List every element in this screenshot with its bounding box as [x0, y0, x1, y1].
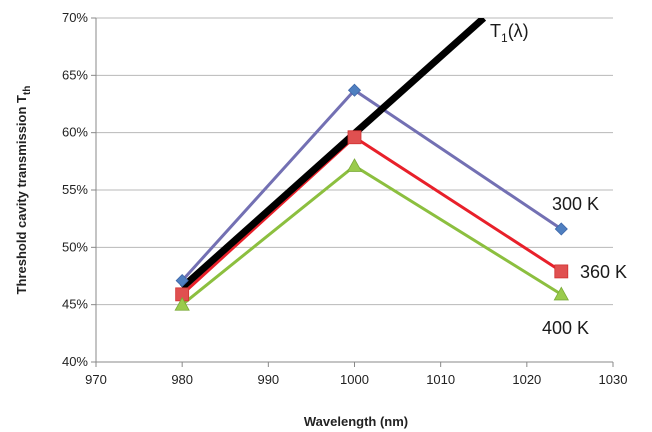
reference-line-t1	[179, 18, 487, 291]
series-label-360k: 360 K	[580, 262, 627, 282]
marker-series1-point2	[554, 264, 569, 279]
y-tick-label-60: 60%	[62, 125, 88, 140]
x-axis-title: Wavelength (nm)	[304, 414, 408, 429]
x-tick-label-1030: 1030	[599, 372, 628, 387]
marker-series2-point1	[346, 158, 363, 172]
marker-series0-point2	[554, 222, 568, 236]
reference-line-label: T1(λ)	[490, 21, 529, 45]
labels: T1(λ) 300 K 360 K 400 K	[490, 21, 627, 338]
x-tick-label-970: 970	[85, 372, 107, 387]
y-tick-label-45: 45%	[62, 297, 88, 312]
x-tick-label-980: 980	[171, 372, 193, 387]
y-axis-title: Threshold cavity transmission Tth	[14, 86, 33, 295]
y-tick-label-50: 50%	[62, 239, 88, 254]
x-tick-label-1020: 1020	[512, 372, 541, 387]
y-tick-label-70: 70%	[62, 10, 88, 25]
y-tick-label-65: 65%	[62, 67, 88, 82]
series-markers	[174, 83, 569, 311]
series-label-400k: 400 K	[542, 318, 589, 338]
series-lines	[179, 18, 563, 306]
x-tick-label-990: 990	[257, 372, 279, 387]
marker-series0-point1	[347, 83, 362, 97]
marker-series2-point2	[553, 286, 569, 301]
series-label-300k: 300 K	[552, 194, 599, 214]
marker-series1-point1	[347, 130, 362, 145]
marker-series0-point0	[175, 274, 189, 288]
x-tick-label-1010: 1010	[426, 372, 455, 387]
marker-series2-point0	[174, 296, 190, 311]
grid	[96, 17, 613, 306]
y-tick-label-40: 40%	[62, 354, 88, 369]
y-tick-label-55: 55%	[62, 182, 88, 197]
axes: 40% 45% 50% 55% 60% 65% 70% 970 980 990 1000 1010 10…	[62, 10, 627, 387]
x-tick-label-1000: 1000	[340, 372, 369, 387]
